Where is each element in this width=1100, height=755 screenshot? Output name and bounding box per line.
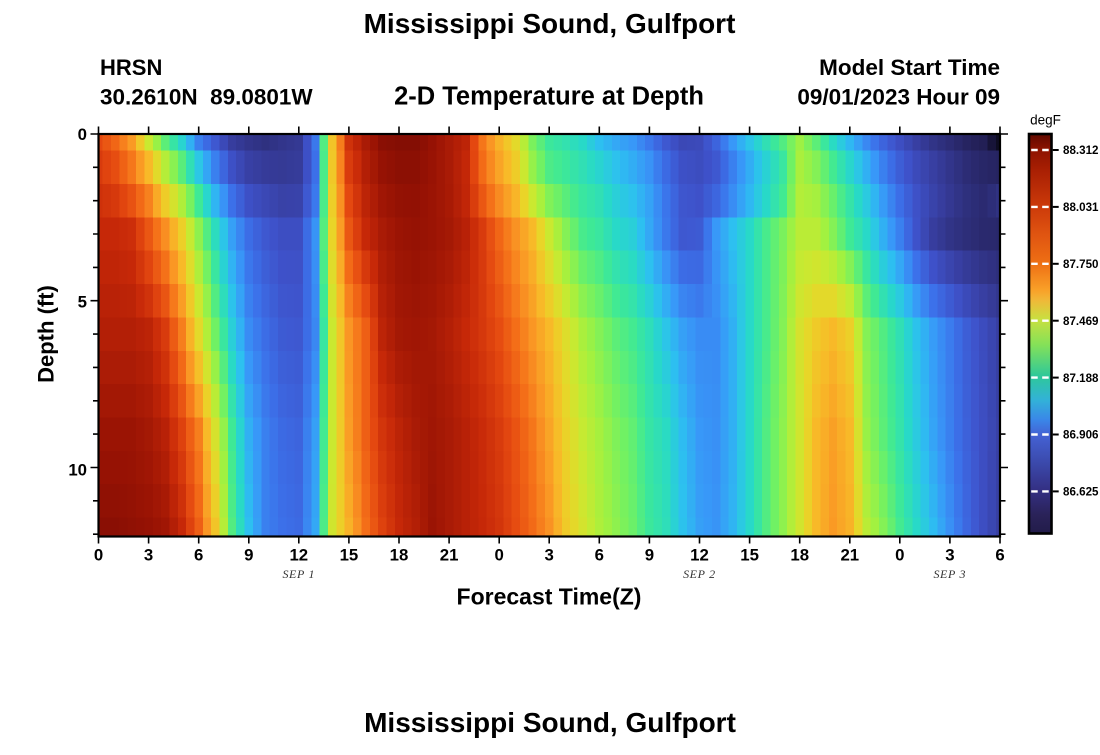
svg-text:30.2610N 89.0801W: 30.2610N 89.0801W [100, 85, 313, 110]
svg-text:87.188: 87.188 [1063, 372, 1099, 385]
svg-text:SEP 3: SEP 3 [933, 567, 966, 581]
svg-text:Model Start Time: Model Start Time [819, 55, 1000, 80]
svg-text:0: 0 [94, 545, 103, 564]
svg-text:12: 12 [289, 545, 308, 564]
svg-text:HRSN: HRSN [100, 55, 162, 80]
svg-text:15: 15 [740, 545, 759, 564]
svg-text:SEP 2: SEP 2 [683, 567, 716, 581]
svg-text:Mississippi Sound, Gulfport: Mississippi Sound, Gulfport [364, 707, 736, 738]
svg-text:86.906: 86.906 [1063, 429, 1099, 442]
svg-text:88.031: 88.031 [1063, 201, 1099, 214]
svg-text:SEP 1: SEP 1 [282, 567, 315, 581]
svg-text:87.469: 87.469 [1063, 315, 1099, 328]
svg-text:18: 18 [790, 545, 809, 564]
svg-text:12: 12 [690, 545, 709, 564]
svg-text:10: 10 [68, 460, 87, 479]
svg-text:0: 0 [78, 125, 87, 144]
svg-text:9: 9 [645, 545, 654, 564]
svg-text:Depth (ft): Depth (ft) [34, 285, 59, 383]
svg-text:Forecast Time(Z): Forecast Time(Z) [457, 584, 642, 610]
svg-text:21: 21 [440, 545, 459, 564]
svg-text:18: 18 [390, 545, 409, 564]
svg-text:0: 0 [495, 545, 504, 564]
svg-text:degF: degF [1030, 113, 1061, 128]
svg-text:9: 9 [244, 545, 253, 564]
svg-text:21: 21 [840, 545, 859, 564]
svg-text:15: 15 [340, 545, 359, 564]
svg-text:09/01/2023 Hour 09: 09/01/2023 Hour 09 [797, 85, 1000, 110]
svg-text:0: 0 [895, 545, 904, 564]
svg-text:5: 5 [78, 293, 87, 312]
svg-text:3: 3 [545, 545, 554, 564]
svg-text:3: 3 [945, 545, 954, 564]
svg-text:87.750: 87.750 [1063, 258, 1098, 271]
svg-text:86.625: 86.625 [1063, 486, 1099, 499]
svg-text:6: 6 [995, 545, 1004, 564]
svg-text:6: 6 [595, 545, 604, 564]
svg-text:2-D Temperature at Depth: 2-D Temperature at Depth [394, 83, 704, 111]
svg-text:Mississippi Sound, Gulfport: Mississippi Sound, Gulfport [364, 8, 736, 39]
svg-text:88.312: 88.312 [1063, 144, 1098, 157]
svg-text:3: 3 [144, 545, 153, 564]
svg-text:6: 6 [194, 545, 203, 564]
